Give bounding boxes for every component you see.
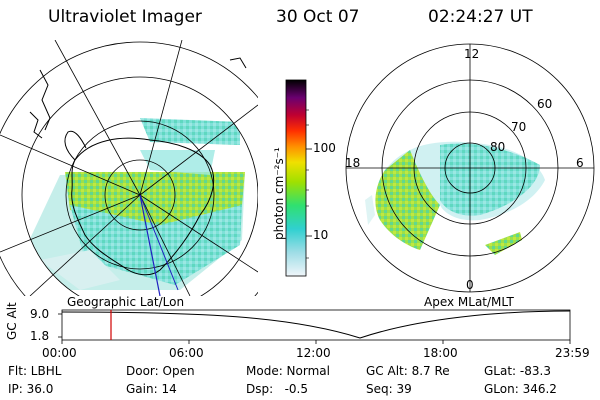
ip-info: IP: 36.0 — [8, 382, 54, 396]
gc-alt-info: GC Alt: 8.7 Re — [366, 364, 450, 378]
mlt-label-6: 6 — [576, 156, 584, 170]
door-info: Door: Open — [126, 364, 195, 378]
lat-label-60: 60 — [537, 97, 553, 111]
date-label: 30 Oct 07 — [276, 7, 360, 27]
dsp-info: Dsp: -0.5 — [246, 382, 309, 396]
timeline-xtick-0: 00:00 — [42, 346, 77, 360]
mode-info: Mode: Normal — [246, 364, 330, 378]
colorbar-tick-100: 100 — [313, 141, 336, 155]
timeline-ytick-bottom: 1.8 — [30, 329, 50, 343]
gain-info: Gain: 14 — [126, 382, 177, 396]
magnetic-polar-plot — [345, 43, 595, 293]
colorbar-unit-label: photon cm⁻²s⁻¹ — [272, 147, 286, 240]
filter-info: Flt: LBHL — [8, 364, 62, 378]
glat-info: GLat: -83.3 — [484, 364, 551, 378]
colorbar-tick-10: 10 — [313, 228, 329, 242]
lat-label-70: 70 — [511, 120, 527, 134]
timeline-xtick-3: 18:00 — [423, 346, 458, 360]
left-map-caption: Geographic Lat/Lon — [67, 295, 185, 309]
time-label: 02:24:27 UT — [428, 7, 533, 27]
orbit-timeline — [58, 309, 571, 344]
timeline-xtick-1: 06:00 — [169, 346, 204, 360]
glon-info: GLon: 346.2 — [484, 382, 557, 396]
timeline-ylabel: GC Alt — [5, 302, 19, 340]
mlt-label-18: 18 — [345, 156, 361, 170]
instrument-title: Ultraviolet Imager — [48, 7, 202, 27]
lat-label-80: 80 — [490, 140, 506, 154]
colorbar — [285, 79, 312, 277]
geographic-map — [0, 40, 258, 296]
timeline-ytick-top: 9.0 — [30, 307, 50, 321]
timeline-xtick-2: 12:00 — [296, 346, 331, 360]
mlt-label-12: 12 — [464, 47, 480, 61]
right-map-caption: Apex MLat/MLT — [424, 295, 514, 309]
left-aurora — [22, 118, 245, 290]
seq-info: Seq: 39 — [366, 382, 412, 396]
mlt-label-0: 0 — [466, 278, 474, 292]
timeline-xtick-4: 23:59 — [555, 346, 590, 360]
